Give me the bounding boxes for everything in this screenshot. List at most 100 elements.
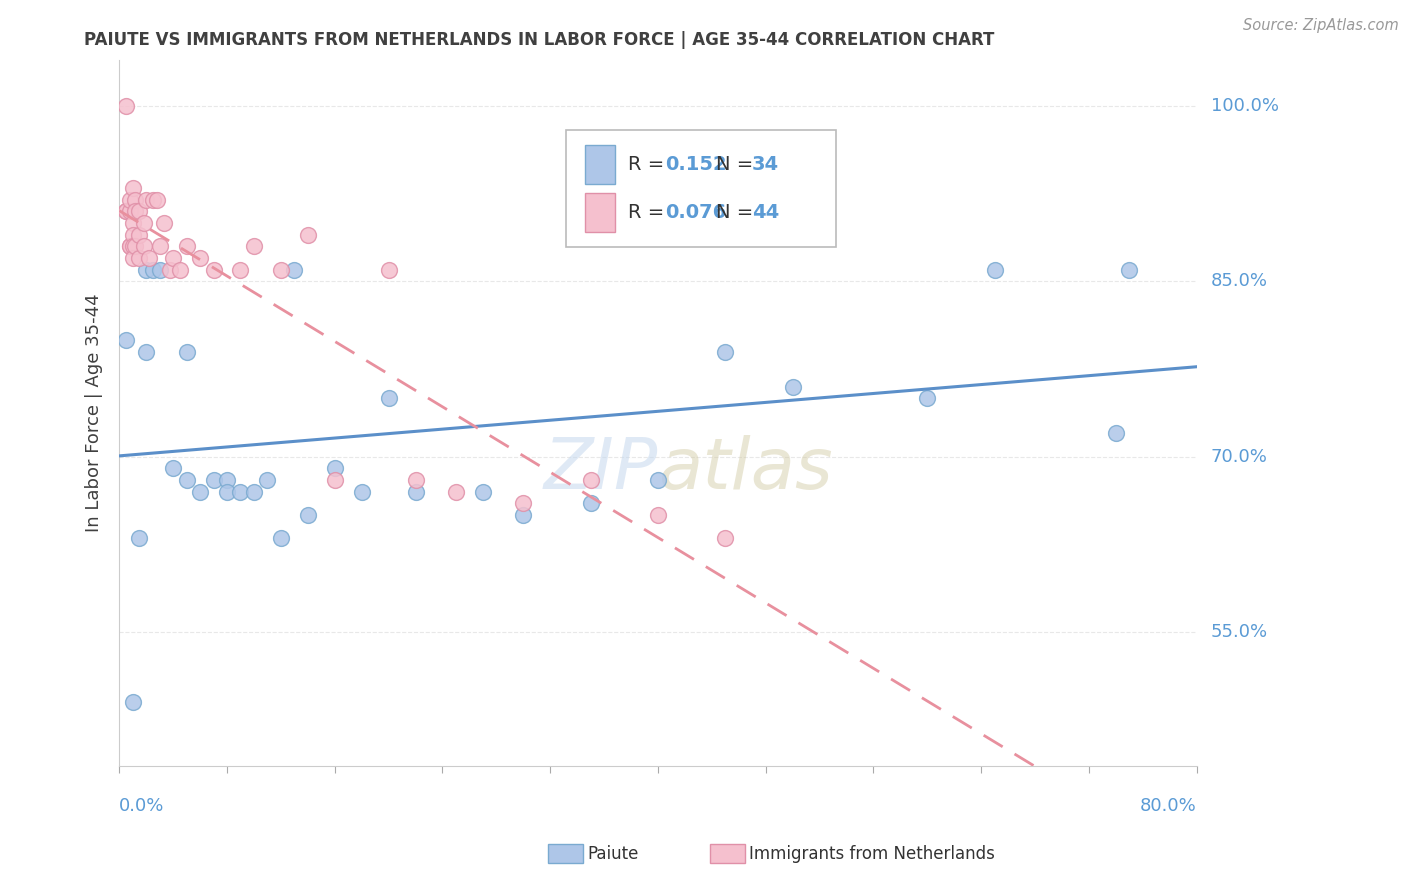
- Point: [128, 251, 150, 265]
- Point: [128, 531, 150, 545]
- Point: [283, 262, 305, 277]
- Point: [162, 461, 184, 475]
- Point: [647, 508, 669, 522]
- Point: [256, 473, 278, 487]
- Point: [243, 484, 266, 499]
- Point: [471, 484, 494, 499]
- Point: [229, 484, 252, 499]
- Point: [202, 473, 225, 487]
- Point: [121, 239, 143, 253]
- Text: ZIP: ZIP: [544, 434, 658, 504]
- Y-axis label: In Labor Force | Age 35-44: In Labor Force | Age 35-44: [86, 293, 103, 533]
- Point: [377, 391, 399, 405]
- Point: [176, 344, 198, 359]
- Point: [377, 262, 399, 277]
- Point: [152, 216, 174, 230]
- Point: [121, 251, 143, 265]
- Point: [124, 193, 146, 207]
- Point: [188, 484, 211, 499]
- Point: [176, 473, 198, 487]
- Point: [115, 204, 138, 219]
- Text: 85.0%: 85.0%: [1211, 272, 1268, 291]
- Point: [149, 239, 172, 253]
- Point: [444, 484, 467, 499]
- FancyBboxPatch shape: [585, 194, 614, 232]
- Point: [350, 484, 373, 499]
- Point: [121, 227, 143, 242]
- Point: [512, 496, 534, 510]
- Point: [128, 204, 150, 219]
- Point: [115, 333, 138, 347]
- Text: R =: R =: [628, 203, 671, 222]
- Point: [124, 204, 146, 219]
- Point: [132, 239, 155, 253]
- Point: [579, 496, 602, 510]
- Text: 80.0%: 80.0%: [1140, 797, 1197, 814]
- Point: [176, 239, 198, 253]
- Point: [121, 181, 143, 195]
- Text: atlas: atlas: [658, 434, 832, 504]
- Text: PAIUTE VS IMMIGRANTS FROM NETHERLANDS IN LABOR FORCE | AGE 35-44 CORRELATION CHA: PAIUTE VS IMMIGRANTS FROM NETHERLANDS IN…: [84, 31, 994, 49]
- Point: [405, 484, 427, 499]
- Point: [215, 484, 238, 499]
- Point: [118, 239, 141, 253]
- Point: [118, 193, 141, 207]
- Point: [118, 239, 141, 253]
- Text: 55.0%: 55.0%: [1211, 623, 1268, 640]
- Point: [323, 461, 346, 475]
- Point: [1118, 262, 1140, 277]
- FancyBboxPatch shape: [585, 145, 614, 184]
- Text: 100.0%: 100.0%: [1211, 97, 1278, 115]
- Point: [169, 262, 191, 277]
- Point: [270, 531, 292, 545]
- Point: [162, 251, 184, 265]
- Point: [1105, 426, 1128, 441]
- Point: [229, 262, 252, 277]
- Text: 0.152: 0.152: [665, 155, 727, 174]
- Point: [121, 695, 143, 709]
- Text: 44: 44: [752, 203, 779, 222]
- Text: R =: R =: [628, 155, 671, 174]
- Point: [297, 508, 319, 522]
- Text: N =: N =: [716, 203, 759, 222]
- Point: [202, 262, 225, 277]
- Text: Immigrants from Netherlands: Immigrants from Netherlands: [749, 845, 995, 863]
- Point: [149, 262, 172, 277]
- Point: [115, 99, 138, 113]
- Point: [512, 508, 534, 522]
- Point: [124, 239, 146, 253]
- Point: [714, 531, 737, 545]
- Text: 0.076: 0.076: [665, 203, 727, 222]
- Point: [135, 344, 157, 359]
- Point: [146, 193, 169, 207]
- Point: [297, 227, 319, 242]
- Text: 70.0%: 70.0%: [1211, 448, 1267, 466]
- Text: Source: ZipAtlas.com: Source: ZipAtlas.com: [1243, 18, 1399, 33]
- Point: [782, 379, 804, 393]
- Text: 34: 34: [752, 155, 779, 174]
- Point: [188, 251, 211, 265]
- Point: [118, 204, 141, 219]
- Point: [159, 262, 181, 277]
- Point: [132, 216, 155, 230]
- Point: [135, 262, 157, 277]
- Point: [142, 262, 165, 277]
- Point: [128, 227, 150, 242]
- FancyBboxPatch shape: [567, 130, 835, 247]
- Point: [647, 473, 669, 487]
- Point: [714, 344, 737, 359]
- Point: [270, 262, 292, 277]
- Point: [243, 239, 266, 253]
- Point: [142, 193, 165, 207]
- Point: [121, 216, 143, 230]
- Point: [135, 193, 157, 207]
- Text: 0.0%: 0.0%: [120, 797, 165, 814]
- Text: Paiute: Paiute: [588, 845, 640, 863]
- Point: [138, 251, 160, 265]
- Point: [983, 262, 1005, 277]
- Point: [917, 391, 939, 405]
- Point: [579, 473, 602, 487]
- Text: N =: N =: [716, 155, 759, 174]
- Point: [405, 473, 427, 487]
- Point: [115, 204, 138, 219]
